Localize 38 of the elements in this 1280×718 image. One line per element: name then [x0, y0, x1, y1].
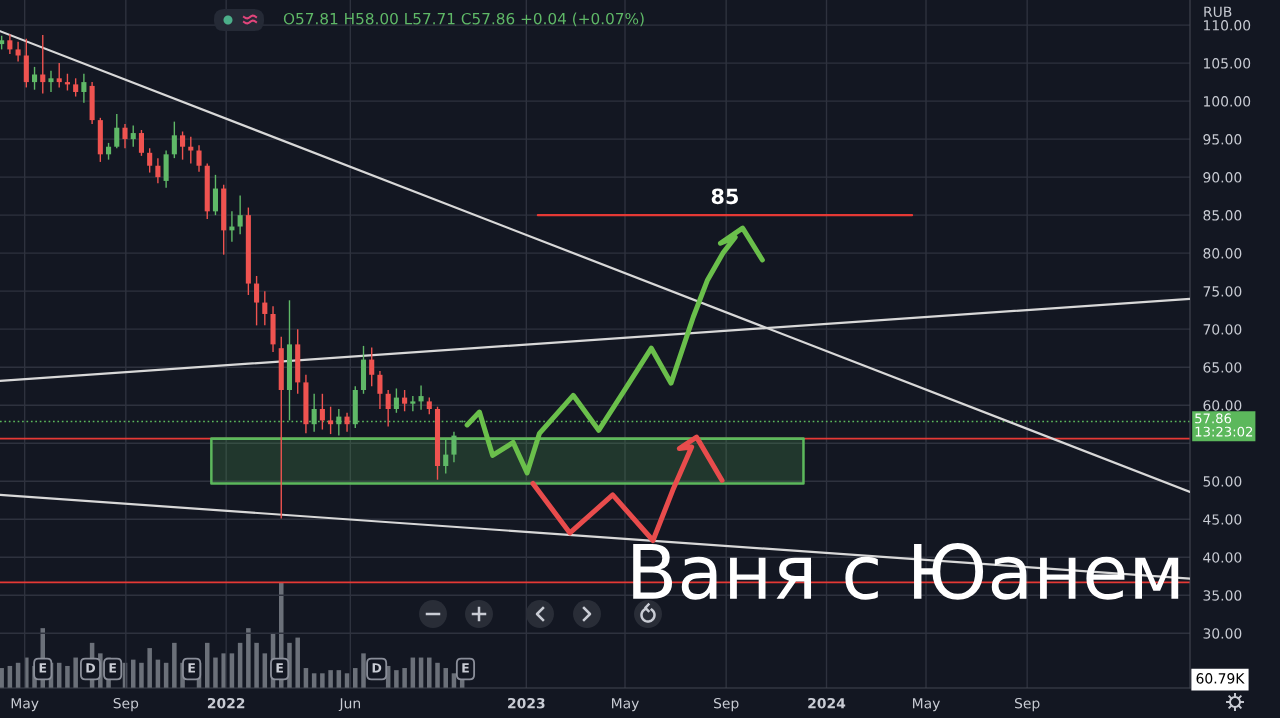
- annotation: E: [276, 663, 283, 673]
- y-tick-label: 90.00: [1203, 172, 1242, 183]
- x-tick-label: May: [913, 698, 940, 712]
- y-tick-label: 50.00: [1203, 476, 1242, 487]
- y-tick-label: 100.00: [1204, 96, 1251, 107]
- y-tick-label: 65.00: [1203, 362, 1242, 373]
- y-tick-label: 110.00: [1204, 20, 1251, 31]
- text: 60.79K: [1196, 673, 1245, 684]
- y-axis-title: RUB: [1204, 6, 1232, 18]
- text: O57.81 H58.00 L57.71 C57.86 +0.04 (+0.07%): [283, 12, 644, 27]
- annotation: E: [188, 663, 195, 673]
- x-tick-label: May: [11, 698, 39, 712]
- annotation: E: [462, 663, 469, 673]
- y-tick-label: 45.00: [1203, 514, 1242, 525]
- y-tick-label: 60.00: [1203, 400, 1242, 411]
- y-tick-label: 35.00: [1203, 590, 1242, 601]
- y-tick-label: 95.00: [1203, 134, 1242, 145]
- x-tick-label: Jun: [338, 698, 361, 712]
- y-tick-label: 75.00: [1203, 286, 1242, 297]
- y-tick-label: 80.00: [1203, 248, 1242, 259]
- y-tick-label: 30.00: [1203, 628, 1242, 639]
- annotation: E: [39, 663, 47, 673]
- y-tick-label: 40.00: [1203, 552, 1242, 563]
- ref-line-label: 57.86 13:23:02: [1195, 413, 1253, 437]
- annotation: D: [372, 663, 382, 673]
- series-label: 85: [711, 188, 738, 205]
- x-tick-label: 2023: [508, 697, 545, 709]
- annotation: D: [86, 663, 95, 673]
- y-tick-label: 85.00: [1203, 210, 1242, 221]
- y-tick-label: 70.00: [1203, 324, 1242, 335]
- x-tick-label: May: [612, 698, 639, 712]
- x-tick-label: Sep: [113, 697, 139, 712]
- x-tick-label: Sep: [1014, 697, 1040, 712]
- x-tick-label: 2022: [207, 697, 245, 709]
- annotation: E: [109, 663, 117, 673]
- x-tick-label: Sep: [714, 697, 739, 712]
- x-tick-label: 2024: [808, 697, 846, 709]
- y-tick-label: 105.00: [1204, 58, 1251, 69]
